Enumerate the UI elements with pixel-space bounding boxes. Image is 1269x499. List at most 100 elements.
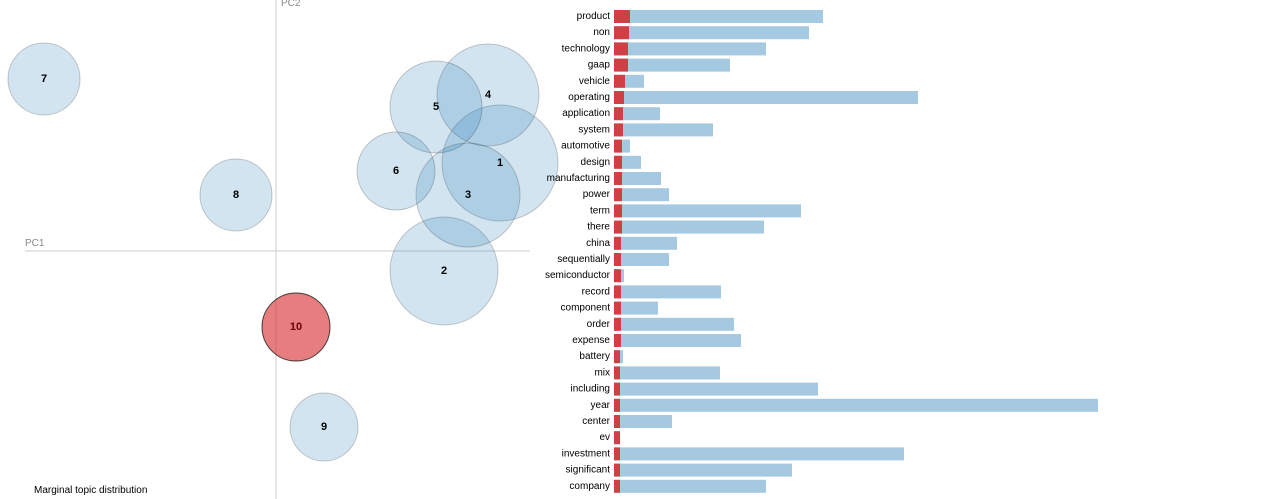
topic-bubble-8[interactable] (199, 158, 273, 232)
topic-frequency-bar-design[interactable] (614, 155, 622, 169)
topic-frequency-bar-automotive[interactable] (614, 139, 622, 153)
topic-frequency-bar-expense[interactable] (614, 334, 621, 347)
overall-frequency-bar-order[interactable] (614, 317, 734, 331)
term-label-product: product (577, 11, 611, 22)
overall-frequency-bar-sequentially[interactable] (614, 253, 669, 266)
topic-bubble-10[interactable] (261, 292, 331, 362)
term-label-record: record (582, 286, 610, 297)
topic-frequency-bar-there[interactable] (614, 220, 622, 234)
term-label-mix: mix (594, 367, 610, 378)
intertopic-distance-map: PC1 PC2 1 2 3 4 5 6 7 8 9 10 (7, 0, 559, 499)
overall-frequency-bar-expense[interactable] (614, 334, 741, 347)
topic-frequency-bar-order[interactable] (614, 317, 621, 331)
term-label-application: application (562, 108, 610, 119)
overall-frequency-bar-china[interactable] (614, 236, 677, 250)
overall-frequency-bar-center[interactable] (614, 415, 672, 428)
term-label-power: power (583, 189, 611, 200)
topic-bubble-4[interactable] (436, 43, 540, 147)
overall-frequency-bar-component[interactable] (614, 301, 658, 315)
overall-frequency-bar-significant[interactable] (614, 463, 792, 477)
topic-bubble-label-6: 6 (393, 165, 399, 177)
term-label-investment: investment (562, 448, 611, 459)
topic-bubble-label-5: 5 (433, 101, 439, 113)
topic-frequency-bar-technology[interactable] (614, 42, 628, 56)
term-label-design: design (581, 157, 610, 168)
topic-bubble-3[interactable] (415, 142, 521, 248)
overall-frequency-bar-term[interactable] (614, 204, 801, 218)
term-label-china: china (586, 238, 610, 249)
overall-frequency-bar-company[interactable] (614, 479, 766, 493)
term-label-technology: technology (562, 43, 610, 54)
topic-frequency-bar-investment[interactable] (614, 447, 620, 461)
topic-frequency-bar-company[interactable] (614, 479, 620, 493)
overall-frequency-bar-system[interactable] (614, 123, 713, 137)
term-label-component: component (561, 303, 611, 314)
overall-frequency-bar-there[interactable] (614, 220, 764, 234)
term-label-gaap: gaap (588, 60, 611, 71)
term-label-expense: expense (572, 335, 610, 346)
topic-frequency-bar-including[interactable] (614, 382, 620, 396)
topic-frequency-bar-significant[interactable] (614, 463, 620, 477)
overall-frequency-bar-non[interactable] (614, 26, 809, 40)
topic-frequency-bar-record[interactable] (614, 285, 621, 299)
topic-bubble-label-8: 8 (233, 189, 239, 201)
term-label-battery: battery (579, 351, 610, 362)
overall-frequency-bar-application[interactable] (614, 107, 660, 121)
topic-bubble-label-1: 1 (497, 157, 503, 169)
term-label-sequentially: sequentially (557, 254, 610, 265)
topic-frequency-bar-product[interactable] (614, 10, 630, 23)
top-terms-bar-chart: product non technology gaap vehicle operating… (545, 10, 1098, 493)
term-label-term: term (590, 205, 610, 216)
topic-frequency-bar-ev[interactable] (614, 431, 620, 445)
topic-bubbles: 1 2 3 4 5 6 7 8 9 10 (7, 42, 559, 462)
overall-frequency-bar-product[interactable] (614, 10, 823, 23)
topic-frequency-bar-china[interactable] (614, 236, 621, 250)
topic-frequency-bar-semiconductor[interactable] (614, 269, 621, 283)
overall-frequency-bar-power[interactable] (614, 188, 669, 202)
topic-bubble-5[interactable] (389, 60, 483, 154)
topic-bubble-label-2: 2 (441, 265, 447, 277)
overall-frequency-bar-gaap[interactable] (614, 58, 730, 72)
overall-frequency-bar-technology[interactable] (614, 42, 766, 56)
topic-bubble-label-3: 3 (465, 189, 471, 201)
topic-frequency-bar-battery[interactable] (614, 350, 620, 364)
topic-frequency-bar-system[interactable] (614, 123, 623, 137)
topic-bubble-2[interactable] (389, 216, 499, 326)
overall-frequency-bar-record[interactable] (614, 285, 721, 299)
topic-frequency-bar-year[interactable] (614, 398, 620, 412)
term-label-there: there (587, 222, 610, 233)
term-label-ev: ev (599, 432, 610, 443)
topic-frequency-bar-vehicle[interactable] (614, 74, 625, 88)
term-label-system: system (578, 124, 610, 135)
topic-frequency-bar-operating[interactable] (614, 91, 624, 104)
topic-frequency-bar-power[interactable] (614, 188, 622, 202)
term-label-vehicle: vehicle (579, 76, 611, 87)
topic-bubble-7[interactable] (7, 42, 81, 116)
overall-frequency-bar-mix[interactable] (614, 366, 720, 380)
topic-frequency-bar-component[interactable] (614, 301, 621, 315)
topic-frequency-bar-term[interactable] (614, 204, 622, 218)
topic-frequency-bar-center[interactable] (614, 415, 620, 428)
topic-bubble-6[interactable] (356, 131, 436, 211)
overall-frequency-bar-year[interactable] (614, 398, 1098, 412)
term-label-center: center (582, 416, 610, 427)
term-label-non: non (593, 27, 610, 38)
overall-frequency-bar-including[interactable] (614, 382, 818, 396)
overall-frequency-bar-operating[interactable] (614, 91, 918, 104)
topic-frequency-bar-non[interactable] (614, 26, 629, 40)
topic-bubble-1[interactable] (441, 104, 559, 222)
topic-frequency-bar-manufacturing[interactable] (614, 172, 622, 185)
term-label-order: order (587, 319, 611, 330)
overall-frequency-bar-investment[interactable] (614, 447, 904, 461)
topic-bubble-9[interactable] (289, 392, 359, 462)
term-label-manufacturing: manufacturing (547, 173, 610, 184)
pc1-axis-label: PC1 (25, 238, 45, 249)
topic-frequency-bar-gaap[interactable] (614, 58, 628, 72)
overall-frequency-bar-manufacturing[interactable] (614, 172, 661, 185)
pc2-axis-label: PC2 (281, 0, 301, 9)
topic-frequency-bar-sequentially[interactable] (614, 253, 621, 266)
topic-frequency-bar-application[interactable] (614, 107, 623, 121)
topic-frequency-bar-mix[interactable] (614, 366, 620, 380)
term-label-operating: operating (568, 92, 610, 103)
